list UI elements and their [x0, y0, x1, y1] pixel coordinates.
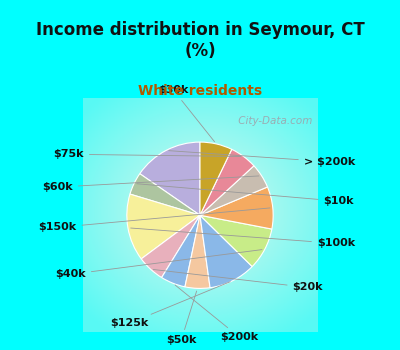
Wedge shape [200, 142, 232, 215]
Wedge shape [127, 194, 200, 259]
Text: $75k: $75k [54, 149, 241, 159]
Text: $60k: $60k [42, 176, 259, 192]
Wedge shape [200, 187, 273, 229]
Wedge shape [200, 215, 252, 288]
Text: $40k: $40k [55, 250, 262, 279]
Text: $20k: $20k [153, 270, 323, 293]
Wedge shape [162, 215, 200, 287]
Wedge shape [200, 166, 268, 215]
Text: White residents: White residents [138, 84, 262, 98]
Text: > $200k: > $200k [169, 150, 355, 167]
Text: $125k: $125k [110, 282, 230, 328]
Text: $150k: $150k [38, 208, 270, 232]
Text: City-Data.com: City-Data.com [235, 117, 312, 126]
Wedge shape [185, 215, 210, 288]
Text: Income distribution in Seymour, CT
(%): Income distribution in Seymour, CT (%) [36, 21, 364, 60]
Text: $30k: $30k [158, 85, 214, 142]
Wedge shape [141, 215, 200, 278]
Wedge shape [200, 149, 254, 215]
Text: $100k: $100k [131, 228, 355, 248]
Text: $200k: $200k [175, 285, 258, 342]
Wedge shape [130, 174, 200, 215]
Text: $10k: $10k [137, 184, 354, 206]
Text: $50k: $50k [166, 291, 197, 345]
Wedge shape [200, 215, 272, 267]
Wedge shape [140, 142, 200, 215]
